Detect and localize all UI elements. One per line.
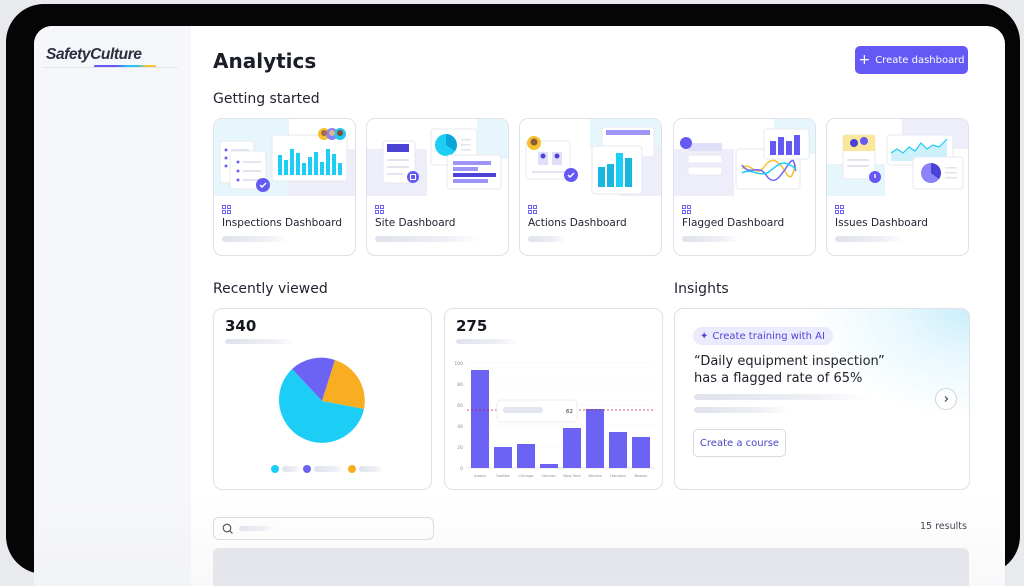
svg-text:20: 20 — [457, 445, 463, 451]
dashboard-grid-icon — [222, 205, 231, 214]
search-input[interactable] — [213, 517, 434, 540]
legend-dot-orange — [348, 465, 356, 473]
create-dashboard-button[interactable]: + Create dashboard — [855, 46, 968, 74]
svg-text:Denver: Denver — [542, 473, 556, 478]
results-table-header — [213, 548, 969, 586]
insights-title: Insights — [674, 281, 729, 297]
page-title: Analytics — [213, 49, 317, 73]
dashboard-grid-icon — [528, 205, 537, 214]
dashboard-card-label: Inspections Dashboard — [222, 217, 343, 229]
dashboard-grid-icon — [835, 205, 844, 214]
placeholder-line — [225, 339, 295, 344]
placeholder-line — [239, 526, 274, 531]
insight-card: ✦ Create training with AI “Daily equipme… — [674, 308, 970, 490]
placeholder-line — [375, 236, 480, 242]
svg-text:Houston: Houston — [610, 473, 626, 478]
app-screen: SafetyCulture Analytics + Create dashboa… — [34, 26, 1005, 586]
placeholder-line — [694, 407, 789, 413]
svg-text:40: 40 — [457, 424, 463, 430]
legend-label-placeholder — [359, 466, 383, 472]
svg-text:80: 80 — [457, 382, 463, 388]
dashboard-grid-icon — [682, 205, 691, 214]
device-frame: SafetyCulture Analytics + Create dashboa… — [6, 4, 1020, 586]
ai-chip-label: Create training with AI — [712, 330, 825, 342]
next-insight-button[interactable] — [935, 388, 957, 410]
recent-bar-card[interactable]: 275 0 20 40 60 80 100 — [444, 308, 663, 490]
placeholder-line — [694, 394, 869, 400]
issues-illustration — [827, 119, 968, 196]
actions-illustration — [520, 119, 661, 196]
plus-icon: + — [858, 51, 871, 68]
dashboard-card-actions[interactable]: Actions Dashboard — [519, 118, 662, 256]
pie-chart — [278, 357, 365, 443]
dashboard-card-site[interactable]: Site Dashboard — [366, 118, 509, 256]
legend-dot-cyan — [271, 465, 279, 473]
dashboard-card-inspections[interactable]: Inspections Dashboard — [213, 118, 356, 256]
flagged-illustration — [674, 119, 815, 196]
bar-card-value: 275 — [456, 317, 488, 335]
recently-viewed-title: Recently viewed — [213, 281, 328, 297]
search-icon — [222, 523, 233, 534]
brand-logo[interactable]: SafetyCulture — [46, 46, 142, 63]
bar-chart: 0 20 40 60 80 100 — [454, 361, 655, 478]
svg-text:Austin: Austin — [474, 473, 487, 478]
getting-started-title: Getting started — [213, 91, 320, 107]
create-dashboard-label: Create dashboard — [875, 54, 965, 66]
legend-dot-purple — [303, 465, 311, 473]
site-illustration — [367, 119, 508, 196]
placeholder-line — [682, 236, 740, 242]
placeholder-line — [456, 339, 518, 344]
svg-text:Atlanta: Atlanta — [588, 473, 602, 478]
dashboard-grid-icon — [375, 205, 384, 214]
dashboard-card-flagged[interactable]: Flagged Dashboard — [673, 118, 816, 256]
dashboard-card-label: Actions Dashboard — [528, 217, 627, 229]
svg-text:Chicago: Chicago — [518, 473, 534, 478]
chevron-right-icon — [944, 396, 949, 402]
dashboard-card-label: Flagged Dashboard — [682, 217, 785, 229]
svg-text:0: 0 — [460, 466, 463, 472]
legend-label-placeholder — [282, 466, 300, 472]
results-count: 15 results — [920, 521, 967, 532]
svg-text:Seattle: Seattle — [496, 473, 510, 478]
svg-text:100: 100 — [454, 361, 463, 367]
pie-card-value: 340 — [225, 317, 257, 335]
main-content: Analytics + Create dashboard Getting sta… — [191, 26, 1005, 586]
create-course-button[interactable]: Create a course — [693, 429, 786, 457]
recent-pie-card[interactable]: 340 — [213, 308, 432, 490]
sidebar: SafetyCulture — [34, 26, 191, 586]
create-training-ai-chip[interactable]: ✦ Create training with AI — [693, 327, 833, 345]
sidebar-divider — [44, 67, 178, 68]
dashboard-card-label: Issues Dashboard — [835, 217, 928, 229]
legend-label-placeholder — [314, 466, 344, 472]
insight-headline: “Daily equipment inspection” has a flagg… — [694, 353, 924, 387]
dashboard-card-issues[interactable]: Issues Dashboard — [826, 118, 969, 256]
insight-headline-line2: has a flagged rate of 65% — [694, 371, 863, 386]
svg-text:Boston: Boston — [634, 473, 648, 478]
svg-text:62: 62 — [566, 409, 573, 415]
placeholder-line — [835, 236, 903, 242]
dashboard-card-label: Site Dashboard — [375, 217, 456, 229]
logo-underline — [94, 65, 156, 68]
insight-headline-line1: “Daily equipment inspection” — [694, 354, 885, 369]
placeholder-line — [528, 236, 566, 242]
sparkle-icon: ✦ — [700, 330, 709, 342]
svg-text:New York: New York — [563, 473, 581, 478]
placeholder-line — [222, 236, 287, 242]
svg-text:60: 60 — [457, 403, 463, 409]
inspections-illustration — [214, 119, 355, 196]
